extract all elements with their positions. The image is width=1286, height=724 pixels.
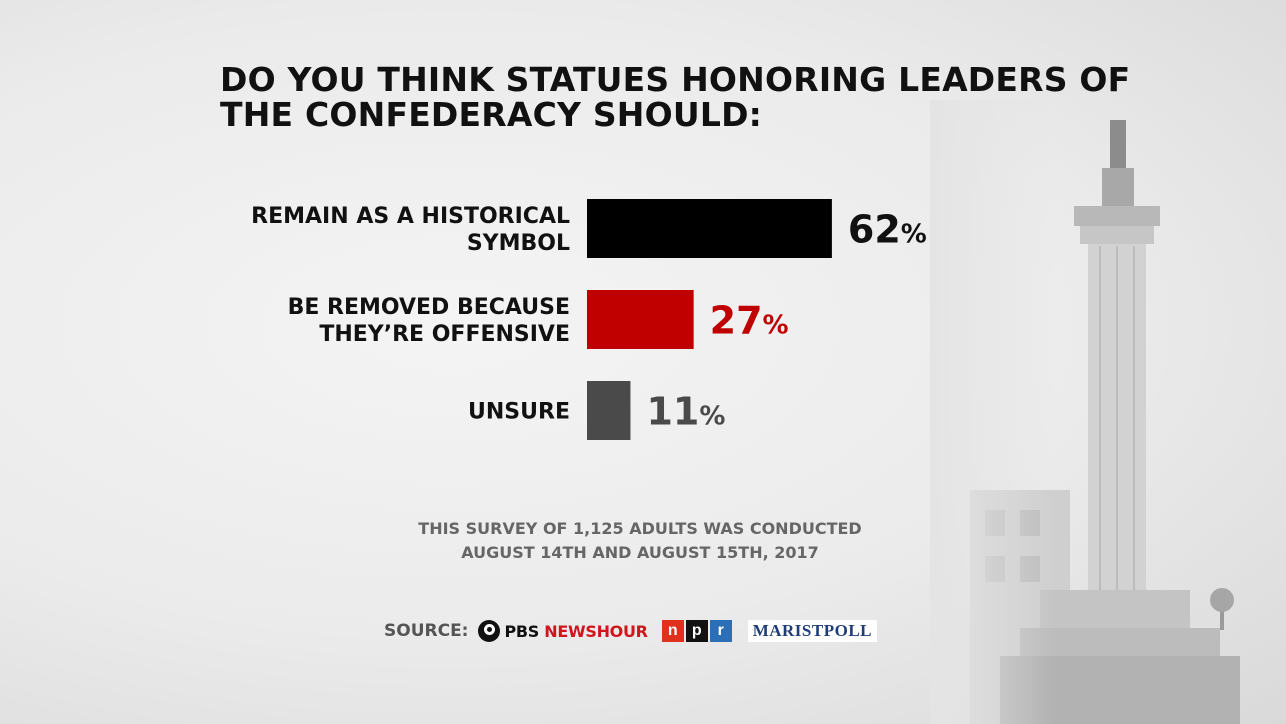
value-unit: % xyxy=(901,220,927,250)
marist-poll-logo: MARISTPOLL xyxy=(747,620,877,642)
pbs-newshour-wordmark: PBS NEWSHOUR xyxy=(504,621,648,641)
value-unit: % xyxy=(699,402,725,432)
npr-logo: n p r xyxy=(661,620,732,642)
source-label: SOURCE: xyxy=(384,621,469,641)
bar-1 xyxy=(587,199,832,258)
pbs-head-icon xyxy=(478,620,501,642)
newshour-wordmark-part: NEWSHOUR xyxy=(539,621,648,641)
category-label-line: SYMBOL xyxy=(467,231,570,256)
survey-note-line-2: AUGUST 14TH AND AUGUST 15TH, 2017 xyxy=(461,543,819,562)
survey-note-line-1: THIS SURVEY OF 1,125 ADULTS WAS CONDUCTE… xyxy=(418,519,862,538)
npr-letter-p: p xyxy=(685,620,708,642)
category-label-2: BE REMOVED BECAUSE THEY’RE OFFENSIVE xyxy=(288,295,570,347)
category-label-line: REMAIN AS A HISTORICAL xyxy=(251,204,570,229)
npr-letter-n: n xyxy=(661,620,684,642)
value-label-1: 62% xyxy=(848,208,927,252)
chart-title: DO YOU THINK STATUES HONORING LEADERS OF… xyxy=(220,60,1131,134)
value-number: 27 xyxy=(710,299,763,343)
category-label-line: BE REMOVED BECAUSE xyxy=(288,295,570,320)
bar-3 xyxy=(587,381,631,440)
bar-2 xyxy=(587,290,694,349)
source-row: SOURCE: PBS NEWSHOUR n p r MARISTPOLL xyxy=(384,616,877,646)
category-label-1: REMAIN AS A HISTORICAL SYMBOL xyxy=(251,204,570,256)
value-number: 62 xyxy=(848,208,901,252)
category-label-line: UNSURE xyxy=(468,400,570,425)
survey-note: THIS SURVEY OF 1,125 ADULTS WAS CONDUCTE… xyxy=(400,517,880,565)
pbs-wordmark-part: PBS xyxy=(504,621,540,641)
value-label-2: 27% xyxy=(710,299,789,343)
npr-letter-r: r xyxy=(709,620,732,642)
pbs-newshour-logo: PBS NEWSHOUR xyxy=(478,620,648,642)
category-label-line: THEY’RE OFFENSIVE xyxy=(319,322,570,347)
monument-column-image xyxy=(930,100,1286,724)
value-label-3: 11% xyxy=(646,390,725,434)
value-unit: % xyxy=(763,311,789,341)
value-number: 11 xyxy=(646,390,699,434)
category-label-3: UNSURE xyxy=(468,400,570,425)
